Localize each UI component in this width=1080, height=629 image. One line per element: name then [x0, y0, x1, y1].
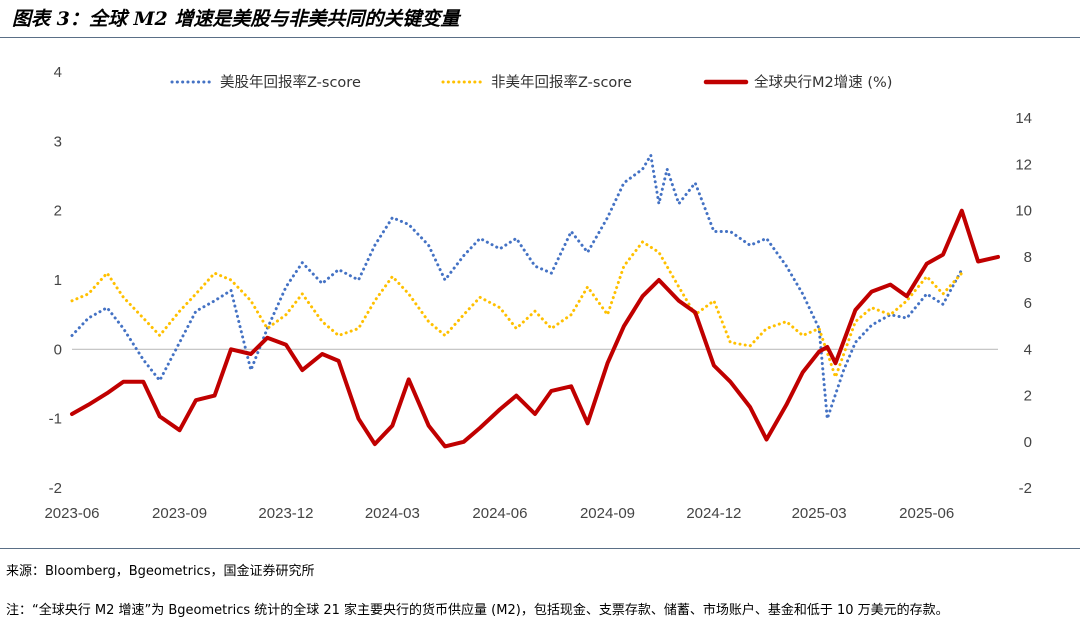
y-right-tick-label: -2 — [1019, 480, 1032, 497]
y-left-tick-label: -2 — [49, 480, 62, 497]
series-line-0 — [70, 153, 964, 421]
x-tick-label: 2023-06 — [44, 505, 99, 522]
y-right-tick-label: 0 — [1024, 434, 1032, 451]
legend-label-2: 全球央行M2增速 (%) — [754, 73, 892, 91]
y-left-tick-label: 0 — [54, 341, 62, 358]
y-left-tick-label: 3 — [54, 133, 62, 150]
footer-rule — [0, 548, 1080, 549]
x-tick-label: 2024-03 — [365, 505, 420, 522]
x-tick-label: 2023-12 — [258, 505, 313, 522]
legend-label-1: 非美年回报率Z-score — [491, 74, 632, 91]
footnote: 注：“全球央行 M2 增速”为 Bgeometrics 统计的全球 21 家主要… — [6, 603, 949, 618]
series-line-2 — [70, 208, 1000, 449]
x-tick-label: 2025-06 — [899, 505, 954, 522]
y-right-tick-label: 14 — [1015, 110, 1032, 127]
x-tick-label: 2023-09 — [152, 505, 207, 522]
y-left-tick-label: 2 — [54, 203, 62, 220]
y-left-tick-label: 4 — [54, 64, 62, 81]
figure-title: 图表 3：全球 M2 增速是美股与非美共同的关键变量 — [12, 8, 460, 30]
x-tick-label: 2024-12 — [686, 505, 741, 522]
y-right-tick-label: 4 — [1024, 341, 1032, 358]
x-tick-label: 2024-06 — [472, 505, 527, 522]
y-right-tick-label: 8 — [1024, 249, 1032, 266]
source-note: 来源：Bloomberg，Bgeometrics，国金证券研究所 — [6, 564, 315, 579]
y-left-tick-label: 1 — [54, 272, 62, 289]
y-left-tick-label: -1 — [49, 411, 62, 428]
x-tick-label: 2024-09 — [580, 505, 635, 522]
y-right-tick-label: 2 — [1024, 388, 1032, 405]
x-tick-label: 2025-03 — [792, 505, 847, 522]
y-right-tick-label: 6 — [1024, 295, 1032, 312]
y-right-tick-label: 12 — [1015, 156, 1032, 173]
series-line-1 — [70, 240, 964, 379]
legend-label-0: 美股年回报率Z-score — [220, 74, 361, 91]
title-rule — [0, 37, 1080, 38]
y-right-tick-label: 10 — [1015, 203, 1032, 220]
